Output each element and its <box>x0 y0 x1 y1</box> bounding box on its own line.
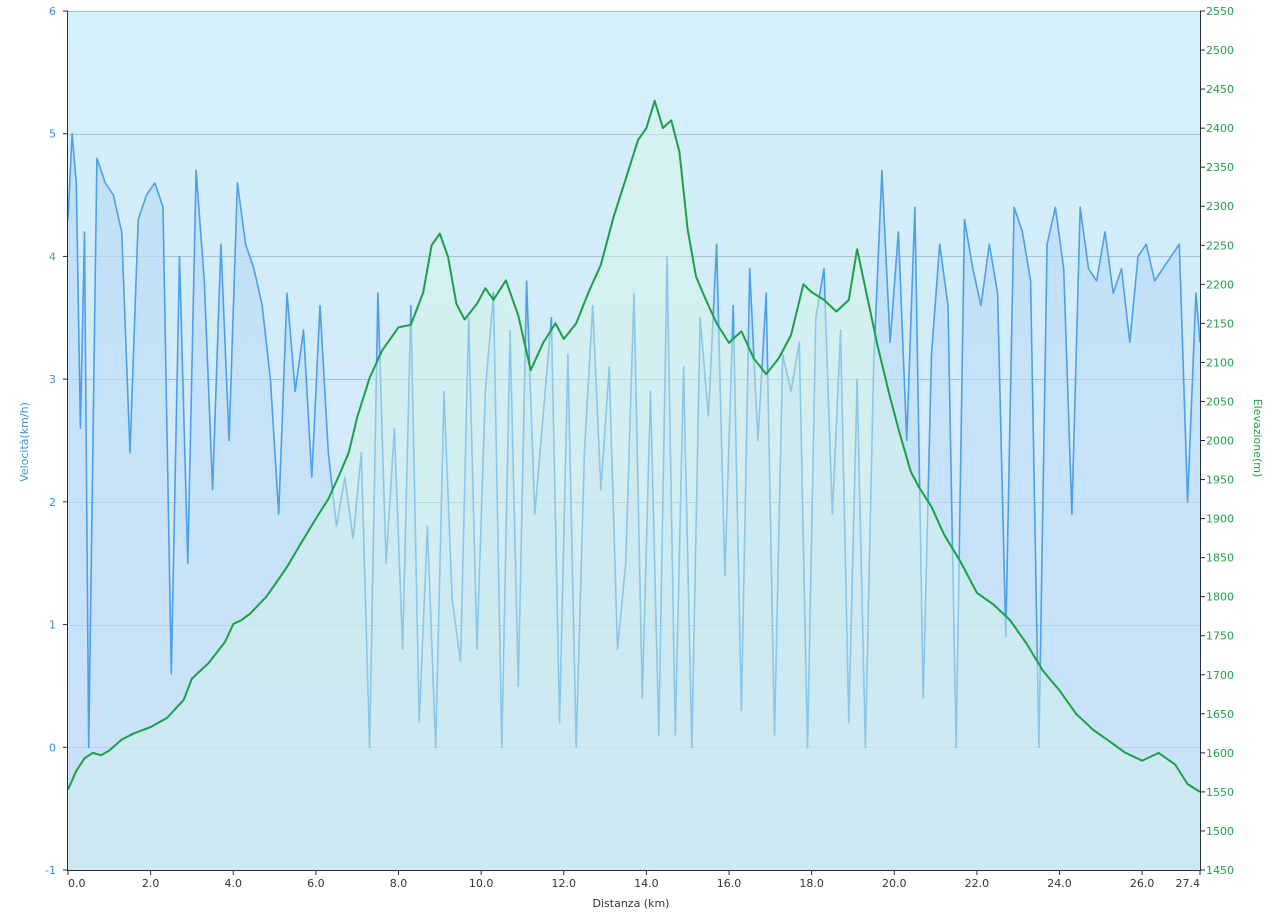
x-tick-label: 26.0 <box>1130 877 1155 890</box>
x-tick-label: 18.0 <box>799 877 824 890</box>
right-axis-title: Elevazione(m) <box>1251 399 1264 478</box>
x-axis-title: Distanza (km) <box>593 897 670 910</box>
right-tick-label: 1450 <box>1206 864 1234 877</box>
elevation-line <box>67 99 1201 793</box>
right-tick-label: 2150 <box>1206 317 1234 330</box>
x-tick-label: 6.0 <box>307 877 325 890</box>
right-y-ticks: 1450 1500 1550 1600 1650 1700 1750 1800 1850 1900… <box>1200 5 1234 877</box>
left-tick-label: 2 <box>49 496 56 509</box>
right-tick-label: 1750 <box>1206 630 1234 643</box>
x-tick-label: 4.0 <box>225 877 243 890</box>
x-tick-label: 22.0 <box>965 877 990 890</box>
right-tick-label: 1500 <box>1206 825 1234 838</box>
x-tick-label: 10.0 <box>469 877 494 890</box>
left-tick-label: 3 <box>49 373 56 386</box>
x-tick-label: 8.0 <box>390 877 408 890</box>
right-tick-label: 2000 <box>1206 435 1234 448</box>
right-tick-label: 2400 <box>1206 122 1234 135</box>
right-tick-label: 2250 <box>1206 239 1234 252</box>
left-tick-label: 4 <box>49 250 56 263</box>
right-tick-label: 1700 <box>1206 669 1234 682</box>
right-tick-label: 1900 <box>1206 513 1234 526</box>
right-tick-label: 2200 <box>1206 278 1234 291</box>
right-tick-label: 2550 <box>1206 5 1234 18</box>
elevation-series <box>67 99 1201 871</box>
right-tick-label: 1850 <box>1206 552 1234 565</box>
x-tick-label: 16.0 <box>717 877 742 890</box>
right-tick-label: 2300 <box>1206 200 1234 213</box>
x-ticks: 0.0 2.0 4.0 6.0 8.0 10.0 12.0 14.0 16.0 18.0 20.0 2… <box>67 870 1201 890</box>
left-tick-label: 1 <box>49 619 56 632</box>
right-tick-label: 2500 <box>1206 44 1234 57</box>
x-tick-label: 27.4 <box>1176 877 1201 890</box>
left-axis-title: Velocità(km/h) <box>18 402 31 482</box>
right-tick-label: 2450 <box>1206 83 1234 96</box>
x-tick-label: 12.0 <box>552 877 577 890</box>
left-tick-label: -1 <box>45 864 56 877</box>
x-tick-label: 20.0 <box>882 877 907 890</box>
elevation-area <box>68 100 1200 871</box>
right-tick-label: 1650 <box>1206 708 1234 721</box>
right-tick-label: 2050 <box>1206 395 1234 408</box>
right-tick-label: 2100 <box>1206 356 1234 369</box>
left-tick-label: 5 <box>49 128 56 141</box>
x-tick-label: 0.0 <box>68 877 86 890</box>
left-tick-label: 0 <box>49 741 56 754</box>
right-tick-label: 1550 <box>1206 786 1234 799</box>
right-tick-label: 2350 <box>1206 161 1234 174</box>
right-tick-label: 1800 <box>1206 591 1234 604</box>
right-tick-label: 1600 <box>1206 747 1234 760</box>
right-tick-label: 1950 <box>1206 474 1234 487</box>
x-tick-label: 14.0 <box>634 877 659 890</box>
x-tick-label: 2.0 <box>142 877 160 890</box>
left-y-ticks: -1 0 1 2 3 4 5 6 <box>45 5 68 877</box>
left-tick-label: 6 <box>49 5 56 18</box>
x-tick-label: 24.0 <box>1047 877 1072 890</box>
